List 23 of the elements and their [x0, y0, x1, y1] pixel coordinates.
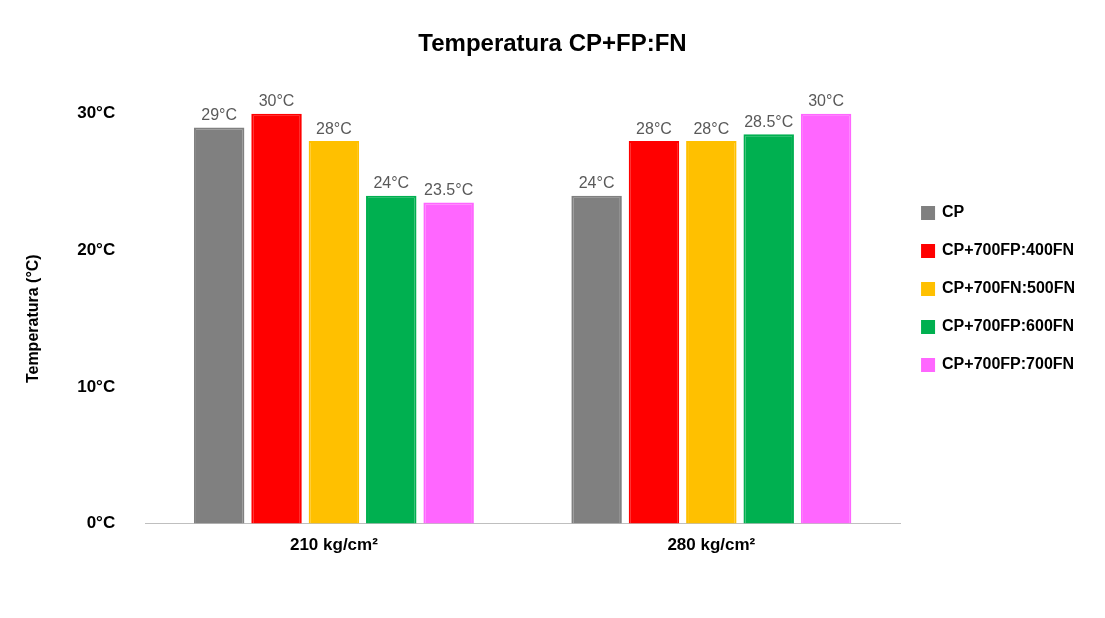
data-label: 29°C [201, 105, 238, 123]
data-label: 30°C [258, 92, 295, 110]
data-label: 24°C [373, 174, 410, 192]
y-tick-label: 30°C [77, 103, 116, 123]
chart-title: Temperatura CP+FP:FN [418, 29, 687, 57]
data-label: 28°C [693, 119, 730, 137]
legend-label: CP [942, 203, 965, 221]
data-label: 28.5°C [744, 112, 794, 130]
data-label: 30°C [808, 92, 844, 110]
data-label: 28°C [636, 119, 672, 137]
y-axis-title: Temperatura (°C) [24, 254, 42, 384]
data-label: 24°C [578, 174, 615, 192]
legend-label: CP+700FP:600FN [942, 317, 1075, 335]
y-tick-label: 10°C [77, 376, 116, 396]
x-tick-label: 280 kg/cm² [667, 535, 756, 555]
legend-label: CP+700FN:500FN [942, 279, 1076, 297]
data-label: 23.5°C [424, 181, 474, 198]
y-tick-label: 20°C [77, 240, 116, 260]
data-label: 28°C [316, 119, 352, 137]
legend-label: CP+700FP:700FN [942, 355, 1075, 373]
x-tick-label: 210 kg/cm² [289, 535, 379, 555]
y-tick-label: 0°C [86, 513, 116, 533]
legend-label: CP+700FP:400FN [942, 241, 1075, 259]
